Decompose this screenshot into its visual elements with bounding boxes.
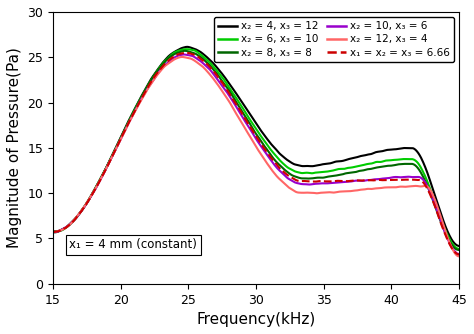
x₂ = 4, x₃ = 12 xyxy=(155,68,160,72)
x₁ = x₂ = x₃ = 6.66 xyxy=(290,176,296,180)
Line: x₂ = 4, x₃ = 12: x₂ = 4, x₃ = 12 xyxy=(53,47,459,246)
x₁ = x₂ = x₃ = 6.66 xyxy=(155,70,160,74)
x₂ = 8, x₃ = 8 xyxy=(322,175,328,179)
x₂ = 4, x₃ = 12 xyxy=(184,45,190,49)
x₂ = 10, x₃ = 6 xyxy=(181,52,187,56)
x₂ = 10, x₃ = 6 xyxy=(322,181,328,185)
x₂ = 4, x₃ = 12 xyxy=(235,94,240,98)
x₂ = 10, x₃ = 6 xyxy=(50,230,56,234)
x₂ = 10, x₃ = 6 xyxy=(456,252,462,256)
x₂ = 4, x₃ = 12 xyxy=(50,229,56,233)
Line: x₁ = x₂ = x₃ = 6.66: x₁ = x₂ = x₃ = 6.66 xyxy=(53,53,459,255)
x₂ = 8, x₃ = 8 xyxy=(155,69,160,73)
x₂ = 4, x₃ = 12 xyxy=(122,127,128,131)
x₂ = 12, x₃ = 4 xyxy=(122,129,128,133)
x₂ = 8, x₃ = 8 xyxy=(50,230,56,234)
x₂ = 6, x₃ = 10 xyxy=(155,68,160,72)
x₂ = 4, x₃ = 12 xyxy=(356,154,362,158)
x₂ = 6, x₃ = 10 xyxy=(356,164,362,168)
x₂ = 12, x₃ = 4 xyxy=(356,188,362,192)
x₁ = x₂ = x₃ = 6.66 xyxy=(183,51,189,55)
x₂ = 10, x₃ = 6 xyxy=(155,72,160,76)
Line: x₂ = 12, x₃ = 4: x₂ = 12, x₃ = 4 xyxy=(53,57,459,256)
x₂ = 10, x₃ = 6 xyxy=(356,179,362,183)
x₂ = 10, x₃ = 6 xyxy=(122,129,128,133)
x₂ = 12, x₃ = 4 xyxy=(235,114,240,118)
x₂ = 12, x₃ = 4 xyxy=(456,254,462,258)
x₂ = 12, x₃ = 4 xyxy=(50,230,56,234)
x₂ = 6, x₃ = 10 xyxy=(290,168,296,172)
x₂ = 8, x₃ = 8 xyxy=(456,248,462,252)
x₂ = 6, x₃ = 10 xyxy=(184,47,190,51)
Line: x₂ = 8, x₃ = 8: x₂ = 8, x₃ = 8 xyxy=(53,51,459,250)
x₂ = 8, x₃ = 8 xyxy=(235,102,240,106)
x₂ = 6, x₃ = 10 xyxy=(322,170,328,174)
x₁ = x₂ = x₃ = 6.66 xyxy=(322,179,328,183)
x₂ = 12, x₃ = 4 xyxy=(179,55,185,59)
x₂ = 6, x₃ = 10 xyxy=(50,230,56,234)
x₁ = x₂ = x₃ = 6.66 xyxy=(356,179,362,183)
Text: x₁ = 4 mm (constant): x₁ = 4 mm (constant) xyxy=(69,238,197,251)
x₂ = 12, x₃ = 4 xyxy=(322,191,328,195)
x₂ = 4, x₃ = 12 xyxy=(456,244,462,248)
Legend: x₂ = 4, x₃ = 12, x₂ = 6, x₃ = 10, x₂ = 8, x₃ = 8, x₂ = 10, x₃ = 6, x₂ = 12, x₃ =: x₂ = 4, x₃ = 12, x₂ = 6, x₃ = 10, x₂ = 8… xyxy=(214,17,454,62)
x₁ = x₂ = x₃ = 6.66 xyxy=(456,253,462,257)
Line: x₂ = 10, x₃ = 6: x₂ = 10, x₃ = 6 xyxy=(53,54,459,254)
x₂ = 4, x₃ = 12 xyxy=(322,162,328,166)
x₂ = 12, x₃ = 4 xyxy=(155,73,160,77)
x₂ = 4, x₃ = 12 xyxy=(290,162,296,166)
x₂ = 6, x₃ = 10 xyxy=(122,127,128,131)
Line: x₂ = 6, x₃ = 10: x₂ = 6, x₃ = 10 xyxy=(53,49,459,249)
x₂ = 12, x₃ = 4 xyxy=(290,188,296,192)
x₁ = x₂ = x₃ = 6.66 xyxy=(50,230,56,234)
x₂ = 8, x₃ = 8 xyxy=(122,128,128,132)
x₂ = 8, x₃ = 8 xyxy=(182,49,187,53)
x₂ = 6, x₃ = 10 xyxy=(456,247,462,251)
Y-axis label: Magnitude of Pressure(Pa): Magnitude of Pressure(Pa) xyxy=(7,47,22,248)
x₂ = 8, x₃ = 8 xyxy=(290,174,296,178)
X-axis label: Frequency(kHz): Frequency(kHz) xyxy=(197,312,316,327)
x₂ = 6, x₃ = 10 xyxy=(235,98,240,102)
x₂ = 8, x₃ = 8 xyxy=(356,169,362,173)
x₂ = 10, x₃ = 6 xyxy=(290,179,296,183)
x₁ = x₂ = x₃ = 6.66 xyxy=(122,128,128,132)
x₂ = 10, x₃ = 6 xyxy=(235,107,240,111)
x₁ = x₂ = x₃ = 6.66 xyxy=(235,104,240,108)
